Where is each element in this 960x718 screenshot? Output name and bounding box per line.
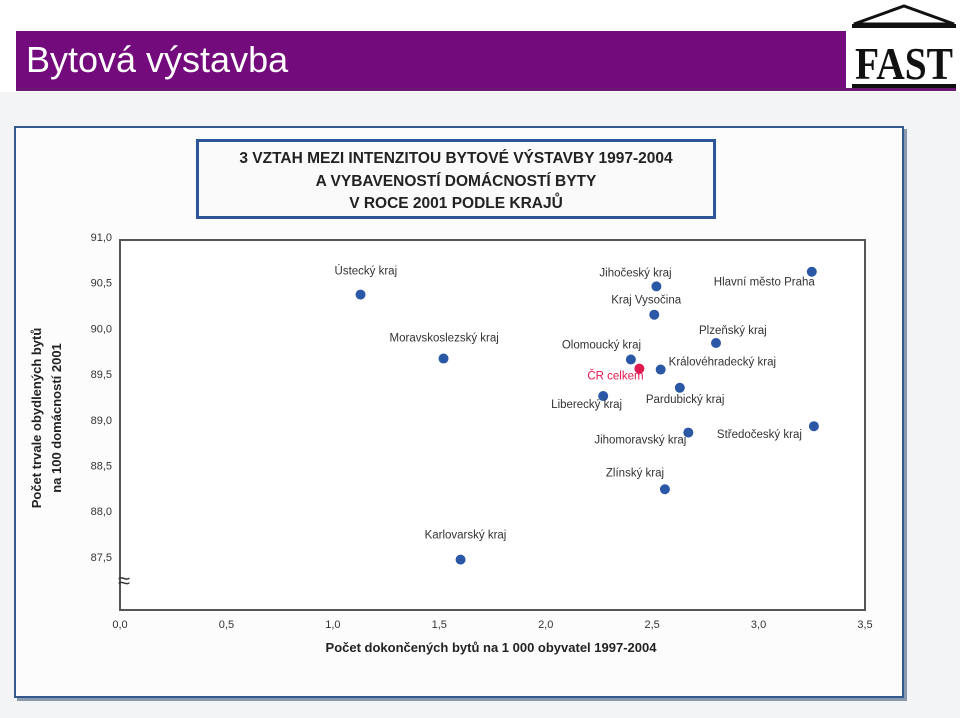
x-tick-label: 2,0 (538, 619, 553, 631)
chart-title-line-3: V ROCE 2001 PODLE KRAJŮ (349, 195, 563, 212)
data-point (674, 382, 685, 393)
data-point (598, 391, 609, 402)
point-label: Středočeský kraj (717, 429, 802, 441)
chart-title-line-1: 3 VZTAH MEZI INTENZITOU BYTOVÉ VÝSTAVBY … (239, 150, 673, 167)
point-label: ČR celkem (587, 370, 643, 383)
y-tick-label: 89,5 (91, 369, 112, 381)
data-point (711, 338, 721, 349)
data-point (634, 363, 645, 374)
point-label: Pardubický kraj (646, 394, 725, 406)
x-tick-label: 3,0 (751, 619, 766, 631)
data-point (806, 266, 817, 277)
y-tick-label: 90,0 (91, 323, 112, 335)
header-rule (16, 88, 956, 91)
point-label: Jihomoravský kraj (594, 435, 686, 447)
data-point (651, 281, 662, 292)
data-point (649, 309, 660, 320)
x-tick-label: 3,5 (857, 619, 872, 631)
data-point (683, 427, 694, 438)
point-label: Moravskoslezský kraj (390, 333, 499, 345)
page-title: Bytová výstavba (26, 39, 289, 80)
y-tick-label: 87,5 (91, 552, 112, 564)
logo-text: FAST (855, 38, 953, 89)
y-tick-label: 91,0 (91, 232, 112, 244)
x-tick-label: 0,0 (112, 619, 127, 631)
point-label: Karlovarský kraj (425, 530, 507, 542)
x-tick-label: 1,5 (432, 619, 447, 631)
point-label: Jihočeský kraj (599, 267, 671, 279)
data-point (455, 554, 466, 565)
x-tick-label: 2,5 (644, 619, 659, 631)
data-point (355, 289, 366, 300)
y-tick-label: 88,0 (91, 506, 112, 518)
x-tick-label: 0,5 (219, 619, 234, 631)
x-tick-label: 1,0 (325, 619, 340, 631)
plot-area (119, 239, 866, 611)
data-point (659, 484, 670, 495)
point-label: Královéhradecký kraj (669, 357, 776, 369)
axis-break-symbol: ≈ (118, 568, 130, 593)
point-label: Ústecký kraj (335, 265, 398, 278)
point-label: Hlavní město Praha (714, 277, 816, 289)
data-point (625, 354, 636, 365)
fast-logo: FAST (852, 4, 956, 89)
point-label: Kraj Vysočina (611, 295, 681, 307)
point-label: Liberecký kraj (551, 399, 622, 411)
x-axis-label: Počet dokončených bytů na 1 000 obyvatel… (326, 640, 658, 655)
chart-title-line-2: A VYBAVENOSTÍ DOMÁCNOSTÍ BYTY (315, 173, 597, 190)
data-point (438, 353, 449, 364)
y-tick-label: 90,5 (91, 278, 112, 290)
header-bar: Bytová výstavba (16, 31, 846, 88)
data-point (655, 364, 666, 375)
y-axis-label-line-1: Počet trvale obydlených bytů (29, 328, 44, 509)
point-label: Olomoucký kraj (562, 339, 641, 351)
point-label: Plzeňský kraj (699, 325, 767, 337)
data-point (808, 421, 819, 432)
point-label: Zlínský kraj (606, 467, 664, 479)
y-tick-label: 89,0 (91, 415, 112, 427)
y-axis-label-line-2: na 100 domácností 2001 (49, 343, 64, 493)
y-tick-label: 88,5 (91, 461, 112, 473)
chart-title-box: 3 VZTAH MEZI INTENZITOU BYTOVÉ VÝSTAVBY … (196, 139, 716, 219)
